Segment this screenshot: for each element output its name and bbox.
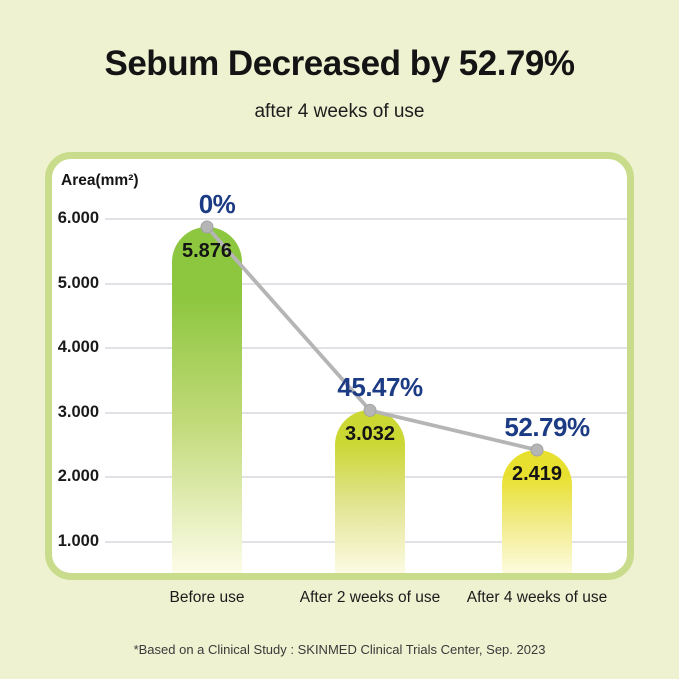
x-tick-label: Before use — [169, 589, 245, 606]
chart-panel: Area(mm²) 6.000 5.000 4.000 3.000 2.000 1.000… — [45, 152, 634, 580]
percent-label: 0% — [198, 188, 236, 219]
x-tick-label: After 4 weeks of use — [466, 589, 608, 606]
percent-label: 45.47% — [337, 372, 423, 403]
y-tick-label: 5.000 — [57, 273, 99, 292]
y-axis-title: Area(mm²) — [61, 172, 139, 189]
y-tick-label: 6.000 — [57, 209, 99, 227]
gridline — [105, 347, 627, 349]
y-tick-label: 2.000 — [57, 467, 99, 485]
footnote: *Based on a Clinical Study : SKINMED Cli… — [133, 642, 546, 657]
bar-2 — [335, 410, 405, 573]
bar-1 — [172, 226, 242, 573]
page-title: Sebum Decreased by 52.79% — [104, 44, 575, 83]
y-tick-label: 4.000 — [57, 338, 99, 356]
page-subtitle: after 4 weeks of use — [254, 101, 425, 122]
gridline — [105, 282, 627, 285]
trend-line-layer — [200, 220, 544, 457]
marker-dot — [530, 443, 544, 457]
value-label: 3.032 — [344, 423, 396, 446]
gridline — [105, 218, 627, 220]
x-tick-label: After 2 weeks of use — [299, 589, 441, 606]
percent-label: 52.79% — [504, 411, 590, 442]
marker-dot — [200, 220, 214, 234]
value-label: 2.419 — [511, 462, 563, 485]
y-tick-label: 3.000 — [57, 402, 99, 421]
marker-dot — [363, 403, 377, 417]
y-tick-label: 1.000 — [57, 531, 99, 550]
bar-3 — [502, 449, 572, 573]
value-label: 5.876 — [181, 239, 233, 262]
chart-plot-area: Area(mm²) 6.000 5.000 4.000 3.000 2.000 1.000 — [52, 159, 627, 573]
